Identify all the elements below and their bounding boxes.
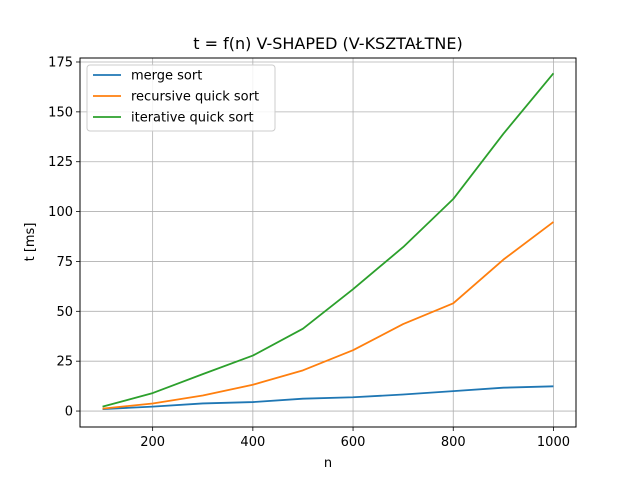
x-tick-label: 800 (441, 435, 466, 450)
y-axis-ticks: 0 25 50 75 100 125 150 175 (48, 55, 80, 420)
legend-label-merge-sort: merge sort (131, 69, 202, 84)
x-tick-label: 1000 (537, 435, 570, 450)
y-tick-label: 0 (65, 405, 73, 420)
series-line-iterative-quick-sort (102, 72, 555, 408)
y-tick-label: 175 (48, 55, 73, 70)
y-axis-label: t [ms] (23, 223, 38, 262)
grid (80, 58, 576, 427)
plot-frame (79, 57, 577, 428)
legend-label-iterative-quick-sort: iterative quick sort (131, 111, 254, 126)
x-tick-label: 600 (341, 435, 366, 450)
series-line-merge-sort (102, 385, 554, 410)
y-tick-label: 150 (48, 105, 73, 120)
series-lines (102, 72, 555, 410)
legend-box (86, 64, 276, 132)
chart-title: t = f(n) V-SHAPED (V-KSZTAŁTNE) (193, 34, 462, 53)
legend-label-recursive-quick-sort: recursive quick sort (131, 90, 259, 105)
series-line-recursive-quick-sort (102, 221, 554, 410)
y-tick-label: 25 (56, 355, 73, 370)
x-axis-ticks: 200 400 600 800 1000 (140, 427, 570, 450)
x-tick-label: 200 (140, 435, 165, 450)
y-tick-label: 100 (48, 205, 73, 220)
legend: merge sort recursive quick sort iterative … (86, 64, 276, 132)
y-tick-label: 50 (56, 305, 73, 320)
x-tick-label: 400 (240, 435, 265, 450)
x-axis-label: n (324, 456, 332, 471)
y-tick-label: 75 (56, 255, 73, 270)
y-tick-label: 125 (48, 155, 73, 170)
